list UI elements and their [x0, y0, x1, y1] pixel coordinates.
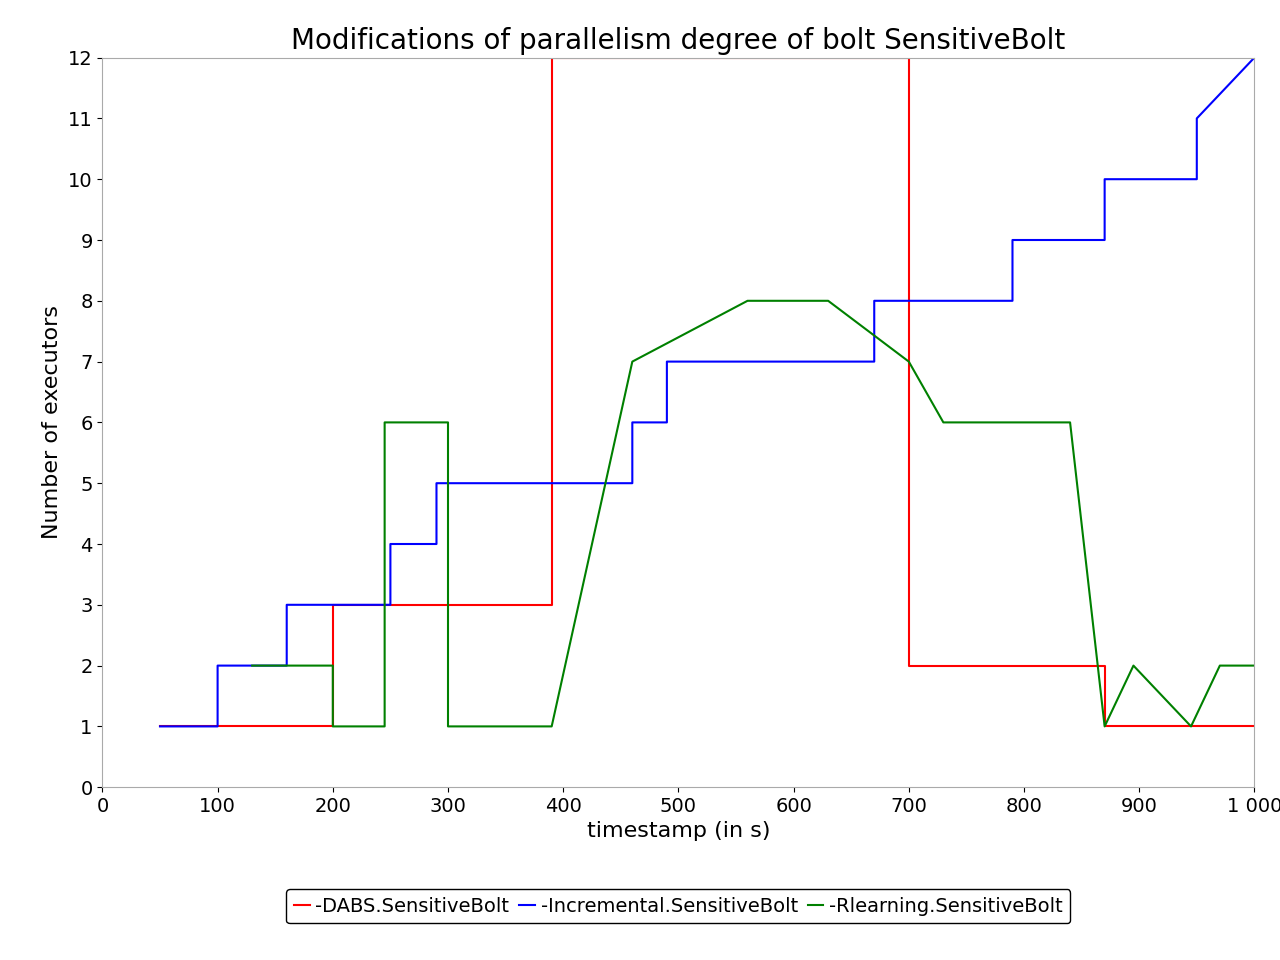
Legend: -DABS.SensitiveBolt, -Incremental.SensitiveBolt, -Rlearning.SensitiveBolt: -DABS.SensitiveBolt, -Incremental.Sensit…	[287, 889, 1070, 924]
Title: Modifications of parallelism degree of bolt SensitiveBolt: Modifications of parallelism degree of b…	[292, 27, 1065, 56]
X-axis label: timestamp (in s): timestamp (in s)	[586, 822, 771, 842]
Y-axis label: Number of executors: Number of executors	[42, 305, 63, 540]
